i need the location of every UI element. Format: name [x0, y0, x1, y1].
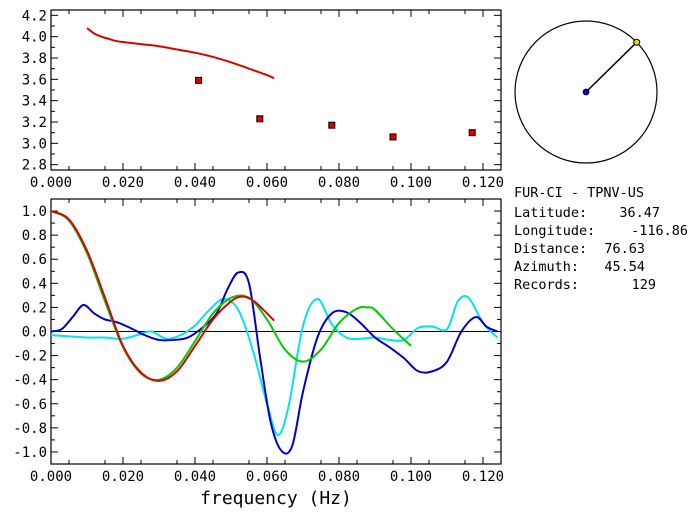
dispersion-panel: 0.000 0.020 0.040 0.060 0.080 0.100 0.120 4.2 4.… — [22, 8, 504, 191]
y-tick-label: 0.6 — [22, 252, 47, 268]
y-tick-label: 3.0 — [22, 136, 47, 152]
distance-label: Distance: — [514, 241, 587, 257]
station-name: FUR-CI - TPNV-US — [514, 185, 644, 201]
y-tick-label: -0.2 — [13, 349, 47, 365]
y-tick-label: 3.2 — [22, 115, 47, 131]
y-tick-label: 0.0 — [22, 325, 47, 341]
x-tick-label: 0.060 — [246, 175, 288, 191]
x-tick-label: 0.080 — [318, 469, 360, 485]
info-row-records: Records: 129 — [514, 277, 656, 293]
x-tick-label: 0.040 — [174, 469, 216, 485]
x-tick-label: 0.040 — [174, 175, 216, 191]
y-tick-label: 1.0 — [22, 204, 47, 220]
x-tick-label: 0.000 — [30, 175, 72, 191]
station-dot — [582, 88, 590, 96]
x-tick-label: 0.080 — [318, 175, 360, 191]
x-tick-label: 0.000 — [30, 469, 72, 485]
coherence-panel: 0.000 0.020 0.040 0.060 0.080 0.100 0.120 1.0 0.… — [13, 198, 504, 509]
azimuth-ring — [514, 20, 658, 164]
y-tick-label: 0.2 — [22, 300, 47, 316]
longitude-value: -116.86 — [631, 223, 688, 239]
plot-frame — [50, 9, 502, 171]
distance-value: 76.63 — [604, 241, 645, 257]
info-row-distance: Distance: 76.63 — [514, 241, 645, 257]
x-tick-label: 0.120 — [462, 175, 504, 191]
x-tick-label: 0.060 — [246, 469, 288, 485]
y-tick-label: 2.8 — [22, 158, 47, 174]
series-line-3 — [51, 210, 275, 382]
series-line-0 — [51, 294, 499, 437]
target-dot — [633, 38, 641, 46]
data-point — [256, 115, 264, 123]
y-tick-label: -0.4 — [13, 373, 47, 389]
latitude-value: 36.47 — [619, 205, 660, 221]
data-point — [468, 129, 476, 137]
station-info: FUR-CI - TPNV-US Latitude: 36.47 Longitu… — [514, 185, 688, 293]
data-point — [328, 121, 336, 129]
y-tick-label: 0.4 — [22, 276, 47, 292]
y-tick-label: -0.6 — [13, 397, 47, 413]
y-tick-label: 3.4 — [22, 94, 47, 110]
latitude-label: Latitude: — [514, 205, 587, 221]
azimuth-circle — [514, 20, 658, 164]
x-tick-label: 0.020 — [102, 175, 144, 191]
x-tick-label: 0.020 — [102, 469, 144, 485]
y-tick-label: -1.0 — [13, 445, 47, 461]
records-value: 129 — [632, 277, 656, 293]
azimuth-value: 45.54 — [604, 259, 645, 275]
x-tick-label: 0.100 — [390, 469, 432, 485]
longitude-label: Longitude: — [514, 223, 595, 239]
records-label: Records: — [514, 277, 579, 293]
x-tick-label: 0.100 — [390, 175, 432, 191]
y-tick-label: 4.2 — [22, 8, 47, 24]
azimuth-line — [585, 41, 638, 93]
y-tick-label: 3.6 — [22, 72, 47, 88]
series-layer — [86, 27, 476, 141]
series-line-0 — [86, 27, 275, 80]
y-tick-label: 3.8 — [22, 51, 47, 67]
x-axis-label: frequency (Hz) — [200, 488, 352, 509]
y-tick-label: 0.8 — [22, 228, 47, 244]
x-tick-label: 0.120 — [462, 469, 504, 485]
info-row-longitude: Longitude: -116.86 — [514, 223, 688, 239]
info-row-azimuth: Azimuth: 45.54 — [514, 259, 645, 275]
y-tick-label: -0.8 — [13, 421, 47, 437]
azimuth-label: Azimuth: — [514, 259, 579, 275]
data-point — [389, 133, 397, 141]
series-line-1 — [51, 270, 498, 455]
info-row-latitude: Latitude: 36.47 — [514, 205, 660, 221]
y-tick-label: 4.0 — [22, 30, 47, 46]
data-point — [195, 76, 203, 84]
series-layer — [51, 210, 499, 455]
